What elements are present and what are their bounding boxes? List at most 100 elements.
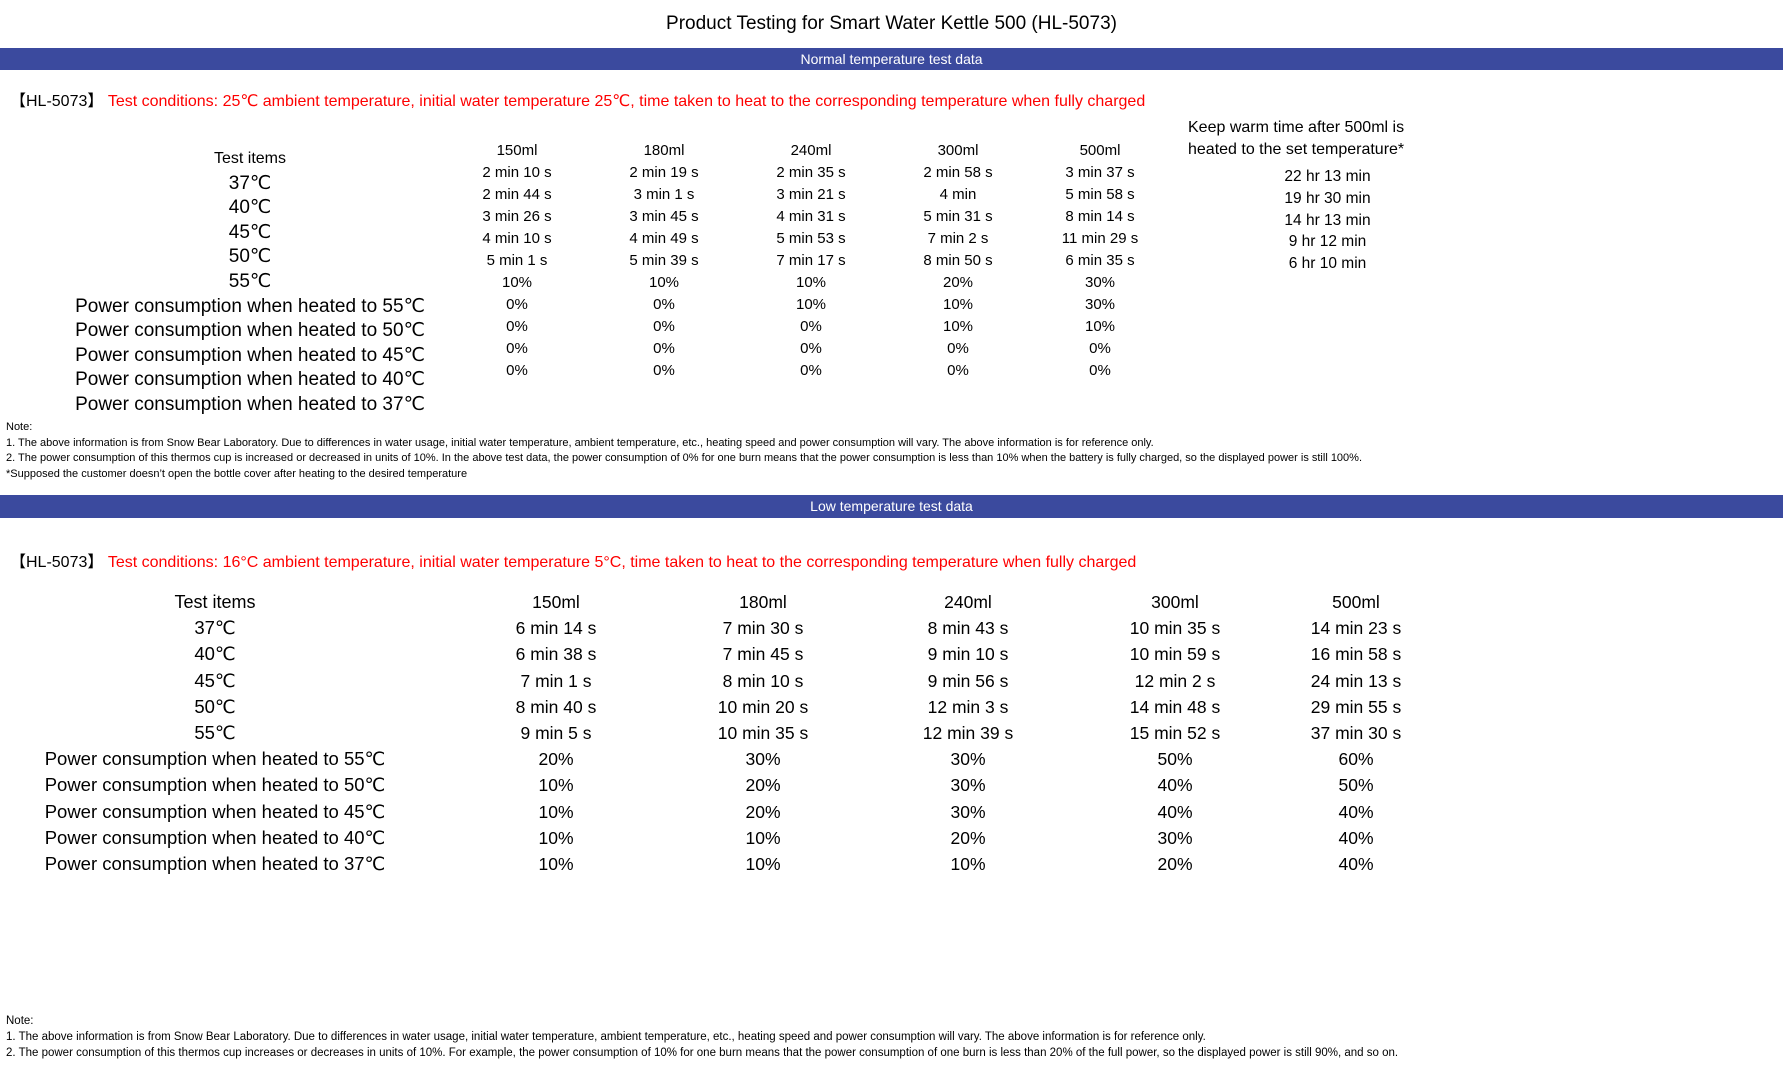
table-cell: 3 min 1 s [633, 186, 695, 203]
column-header: 180ml [643, 142, 685, 159]
normal-temp-row-labels: Test items 37℃ 40℃ 45℃ 50℃ 55℃ Power consumpti… [25, 147, 475, 418]
row-label: 50℃ [194, 695, 236, 717]
row-label: Power consumption when heated to 40℃ [44, 826, 386, 848]
row-label: Power consumption when heated to 50℃ [75, 320, 425, 342]
note-line: 2. The power consumption of this thermos… [6, 452, 1363, 465]
low-temp-row-labels: Test items 37℃ 40℃ 45℃ 50℃ 55℃ Power consumpti… [20, 589, 410, 877]
table-cell: 10% [538, 801, 574, 822]
keep-warm-header: Keep warm time after 500ml is heated to … [1188, 117, 1508, 160]
column-header: 180ml [739, 592, 787, 612]
table-cell: 10 min 35 s [717, 723, 809, 744]
table-cell: 0% [1089, 340, 1111, 357]
table-cell: 8 min 43 s [927, 618, 1009, 639]
table-cell: 30% [950, 749, 986, 770]
table-cell: 16 min 58 s [1310, 644, 1402, 665]
table-cell: 7 min 2 s [927, 230, 989, 247]
row-label: Power consumption when heated to 37℃ [75, 393, 425, 415]
table-cell: 10% [538, 775, 574, 796]
column-header: 500ml [1079, 142, 1121, 159]
row-label: 40℃ [228, 197, 272, 219]
table-cell: 12 min 2 s [1134, 670, 1216, 691]
table-cell: 4 min 10 s [482, 230, 552, 247]
keep-warm-value: 6 hr 10 min [1288, 255, 1367, 273]
volume-column: 500ml 3 min 37 s 5 min 58 s 8 min 14 s 11 mi… [1026, 140, 1174, 382]
table-cell: 7 min 17 s [776, 252, 846, 269]
table-cell: 10% [648, 274, 680, 291]
table-cell: 5 min 31 s [923, 208, 993, 225]
table-cell: 10 min 20 s [717, 696, 809, 717]
volume-column: 180ml 2 min 19 s 3 min 1 s 3 min 45 s 4 min … [590, 140, 738, 382]
volume-column: 150ml 6 min 14 s 6 min 38 s 7 min 1 s 8 min … [456, 589, 656, 877]
table-cell: 7 min 45 s [722, 644, 804, 665]
table-cell: 10% [1084, 318, 1116, 335]
table-cell: 50% [1338, 775, 1374, 796]
table-cell: 0% [506, 318, 528, 335]
table-cell: 5 min 1 s [486, 252, 548, 269]
volume-column: 300ml 2 min 58 s 4 min 5 min 31 s 7 min 2 s 8… [884, 140, 1032, 382]
row-label: Power consumption when heated to 50℃ [44, 774, 386, 796]
column-header: 300ml [937, 142, 979, 159]
table-cell: 20% [950, 827, 986, 848]
table-cell: 0% [947, 340, 969, 357]
table-cell: 2 min 10 s [482, 164, 552, 181]
row-label: 50℃ [228, 246, 272, 268]
table-cell: 8 min 14 s [1065, 208, 1135, 225]
table-cell: 8 min 40 s [515, 696, 597, 717]
table-cell: 4 min 31 s [776, 208, 846, 225]
low-temp-notes: Note: 1. The above information is from Sn… [6, 1013, 1398, 1061]
row-label: Power consumption when heated to 37℃ [44, 853, 386, 875]
table-cell: 12 min 3 s [927, 696, 1009, 717]
note-line: *Supposed the customer doesn’t open the … [6, 467, 468, 480]
table-cell: 40% [1157, 801, 1193, 822]
table-cell: 10% [942, 318, 974, 335]
table-cell: 30% [1157, 827, 1193, 848]
column-header: 500ml [1332, 592, 1380, 612]
table-cell: 30% [745, 749, 781, 770]
table-cell: 40% [1338, 827, 1374, 848]
table-cell: 20% [745, 801, 781, 822]
table-cell: 8 min 50 s [923, 252, 993, 269]
table-cell: 0% [800, 318, 822, 335]
row-label: 45℃ [194, 669, 236, 691]
volume-column: 150ml 2 min 10 s 2 min 44 s 3 min 26 s 4 min… [443, 140, 591, 382]
table-cell: 50% [1157, 749, 1193, 770]
row-label: 40℃ [194, 643, 236, 665]
page-title: Product Testing for Smart Water Kettle 5… [666, 13, 1117, 34]
table-cell: 20% [1157, 854, 1193, 875]
keep-warm-header-line: Keep warm time after 500ml is [1188, 119, 1405, 136]
table-cell: 40% [1157, 775, 1193, 796]
table-cell: 10% [501, 274, 533, 291]
table-cell: 30% [950, 801, 986, 822]
table-cell: 10% [538, 827, 574, 848]
table-cell: 10% [538, 854, 574, 875]
note-line: Note: [6, 1015, 34, 1027]
row-label: 37℃ [194, 617, 236, 639]
table-cell: 0% [653, 296, 675, 313]
table-cell: 30% [1084, 274, 1116, 291]
row-label: 37℃ [228, 172, 272, 194]
table-cell: 5 min 58 s [1065, 186, 1135, 203]
table-cell: 3 min 45 s [629, 208, 699, 225]
table-cell: 10% [795, 296, 827, 313]
table-cell: 10% [745, 854, 781, 875]
table-cell: 40% [1338, 854, 1374, 875]
table-cell: 20% [942, 274, 974, 291]
table-cell: 10% [745, 827, 781, 848]
table-cell: 10% [795, 274, 827, 291]
volume-column: 240ml 8 min 43 s 9 min 10 s 9 min 56 s 12 mi… [868, 589, 1068, 877]
table-cell: 9 min 56 s [927, 670, 1009, 691]
table-cell: 2 min 35 s [776, 164, 846, 181]
low-temp-conditions: 【HL-5073】 Test conditions: 16°C ambient … [10, 548, 1136, 572]
model-tag: 【HL-5073】 [10, 554, 104, 571]
table-cell: 10% [950, 854, 986, 875]
table-cell: 8 min 10 s [722, 670, 804, 691]
table-cell: 0% [506, 296, 528, 313]
table-cell: 10 min 35 s [1129, 618, 1221, 639]
table-cell: 0% [653, 340, 675, 357]
column-header: 240ml [790, 142, 832, 159]
keep-warm-header-line: heated to the set temperature* [1188, 140, 1405, 158]
table-cell: 30% [950, 775, 986, 796]
corner-label: Test items [213, 150, 286, 167]
table-cell: 4 min [939, 186, 977, 203]
